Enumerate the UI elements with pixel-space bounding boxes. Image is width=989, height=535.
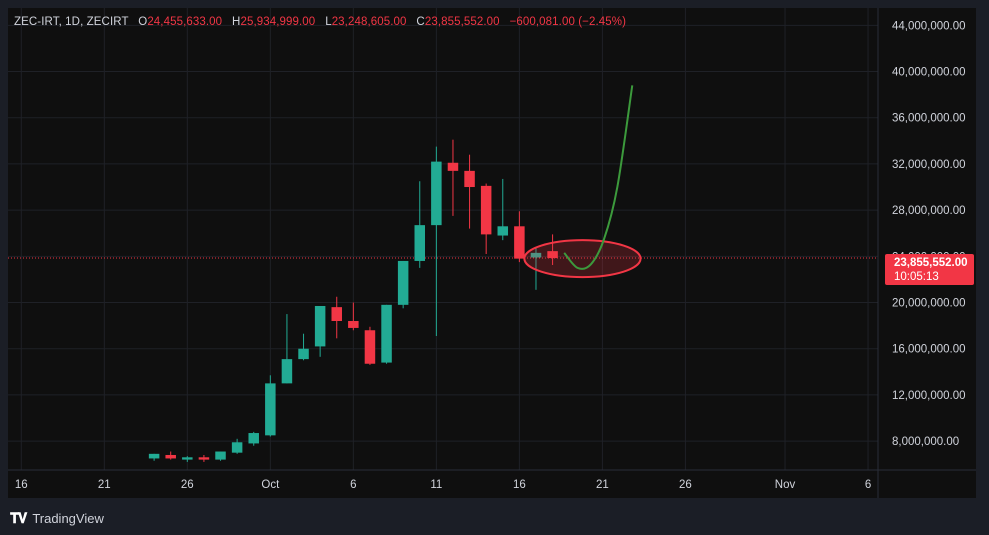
candle-body-up	[148, 453, 160, 459]
tradingview-logo-icon: 𝐓𝐕	[10, 510, 27, 526]
projection-curve	[563, 85, 634, 270]
high-value: 25,934,999.00	[240, 16, 316, 28]
change-value: −600,081.00 (−2.45%)	[509, 16, 627, 28]
symbol-label: ZEC-IRT, 1D, ZECIRT	[14, 16, 129, 28]
price-axis-label: 32,000,000.00	[892, 159, 966, 171]
price-axis-label: 44,000,000.00	[892, 20, 966, 32]
candle-body-up	[215, 451, 226, 460]
candle-body-down	[331, 307, 342, 322]
high-label: H	[232, 16, 241, 28]
candle-body-down	[547, 251, 558, 259]
time-axis-label: Oct	[261, 479, 280, 491]
price-axis-label: 12,000,000.00	[892, 390, 966, 402]
candle-body-up	[182, 457, 193, 460]
tradingview-logo[interactable]: 𝐓𝐕 TradingView	[10, 510, 104, 527]
candle-body-down	[364, 330, 376, 364]
candle-body-up	[281, 359, 293, 384]
candle-body-up	[381, 304, 392, 363]
time-axis-label: 16	[15, 479, 28, 491]
low-value: 23,248,605.00	[331, 16, 407, 28]
candle-body-up	[497, 226, 509, 236]
candle-body-down	[348, 321, 359, 328]
close-label: C	[416, 16, 425, 28]
ohlc-legend: ZEC-IRT, 1D, ZECIRT O24,455,633.00 H25,9…	[14, 16, 626, 28]
candle-body-up	[530, 252, 542, 258]
time-axis-label: 21	[596, 479, 609, 491]
time-axis-label: 26	[679, 479, 692, 491]
candle-body-up	[248, 433, 259, 444]
candlestick-chart[interactable]: 8,000,000.00 12,000,000.00 16,000,000.00 20…	[8, 8, 976, 498]
candle-body-up	[298, 348, 309, 360]
candle-body-down	[514, 226, 525, 259]
candle-body-up	[414, 225, 426, 261]
price-axis-label: 36,000,000.00	[892, 113, 966, 125]
price-axis-label: 8,000,000.00	[892, 436, 959, 448]
candle-body-down	[198, 457, 210, 460]
current-price-tag: 23,855,552.00 10:05:13	[885, 254, 974, 285]
open-label: O	[138, 16, 148, 28]
close-value: 23,855,552.00	[424, 16, 500, 28]
price-axis-label: 20,000,000.00	[892, 298, 966, 310]
highlight-ellipse	[523, 239, 642, 279]
candle-body-up	[397, 260, 409, 305]
time-axis-label: 11	[430, 479, 442, 491]
chart-area[interactable]: 8,000,000.00 12,000,000.00 16,000,000.00 20…	[8, 8, 976, 498]
price-axis-label: 16,000,000.00	[892, 344, 966, 356]
time-axis-label: 26	[181, 479, 194, 491]
tradingview-name: TradingView	[32, 511, 104, 526]
candle-body-up	[431, 161, 442, 226]
candle-body-down	[447, 162, 459, 171]
current-price-value: 23,855,552.00	[894, 257, 968, 269]
candle-body-down	[464, 170, 475, 188]
candle-body-up	[265, 383, 276, 436]
candle-body-down	[480, 185, 492, 235]
time-axis-label: 21	[98, 479, 111, 491]
time-axis-label: 6	[865, 479, 871, 491]
time-axis-label: 16	[513, 479, 526, 491]
time-axis-label: 6	[350, 479, 356, 491]
candle-body-up	[231, 442, 243, 453]
open-value: 24,455,633.00	[147, 16, 223, 28]
bar-countdown: 10:05:13	[894, 271, 939, 283]
candle-body-up	[314, 305, 326, 347]
time-axis-label: Nov	[775, 479, 796, 491]
candle-body-down	[165, 454, 176, 459]
low-label: L	[325, 16, 332, 28]
price-axis-label: 40,000,000.00	[892, 67, 966, 79]
price-axis-label: 28,000,000.00	[892, 205, 966, 217]
